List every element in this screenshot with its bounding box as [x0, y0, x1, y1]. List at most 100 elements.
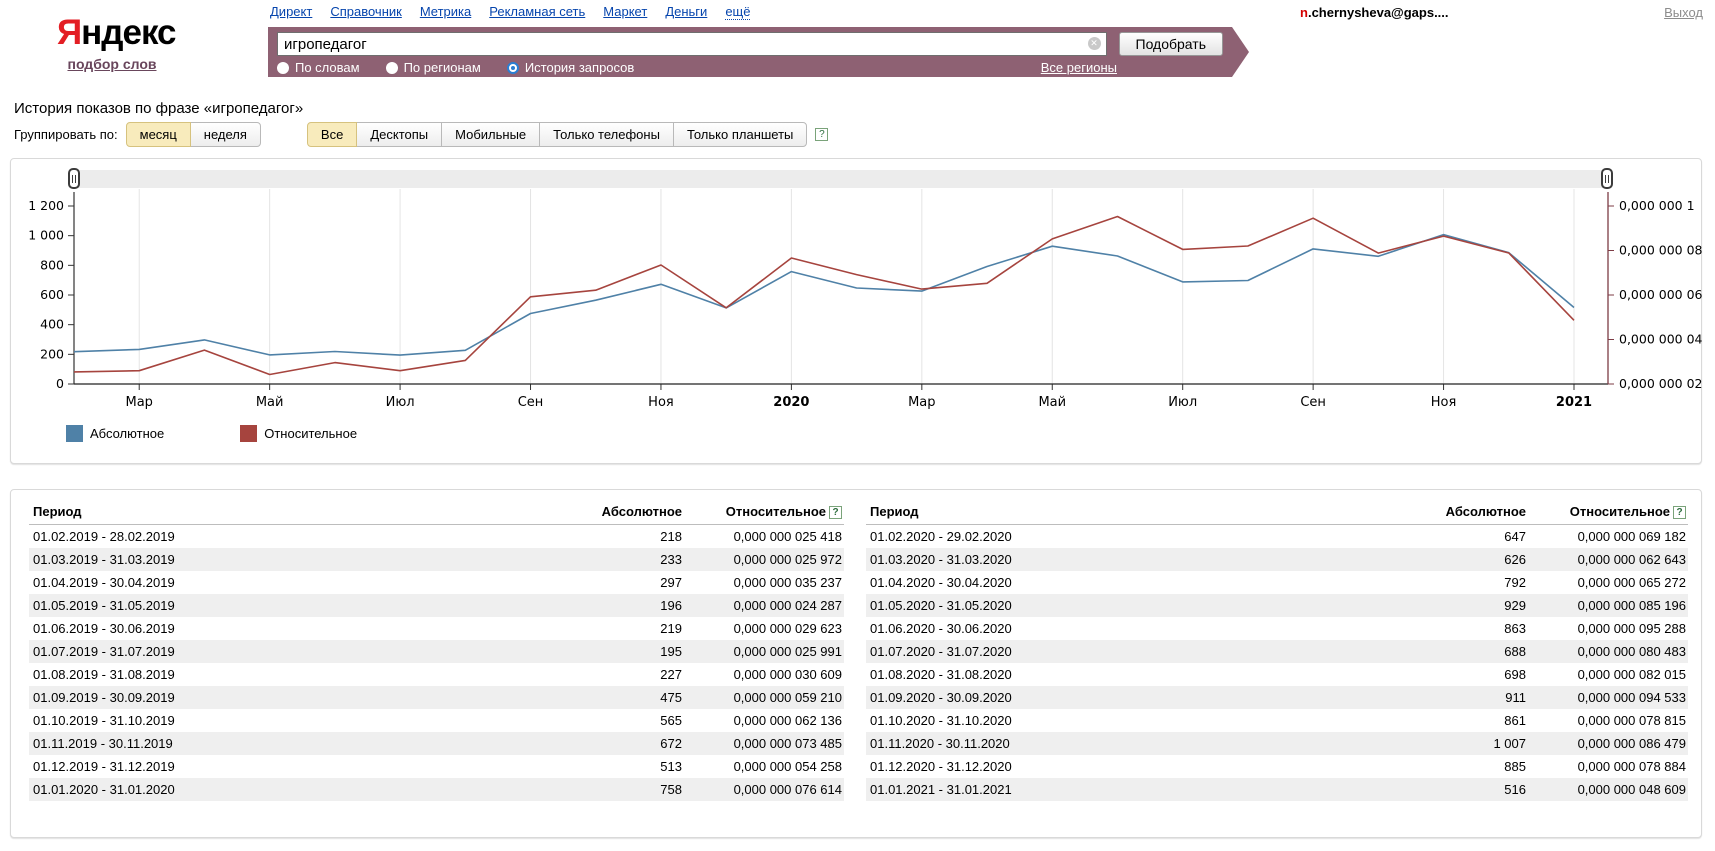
all-regions-link[interactable]: Все регионы	[1040, 60, 1117, 75]
absolute-cell: 219	[660, 621, 682, 636]
period-cell: 01.07.2020 - 31.07.2020	[870, 644, 1012, 659]
group-by-buttons: месяц неделя	[125, 122, 261, 147]
top-nav-link[interactable]: Рекламная сеть	[489, 4, 586, 19]
range-slider-handle-left[interactable]	[68, 168, 80, 189]
search-mode-radio[interactable]: История запросов	[506, 60, 634, 75]
table-header: Относительное?	[1528, 498, 1688, 525]
clear-icon[interactable]: ✕	[1087, 37, 1101, 50]
search-input[interactable]	[277, 32, 1107, 56]
search-banner: ✕ Подобрать По словам По регионам История …	[268, 27, 1249, 77]
table-row: 01.06.2019 - 30.06.2019 219 0,000 000 029 …	[29, 617, 844, 640]
period-cell: 01.05.2019 - 31.05.2019	[33, 598, 175, 613]
legend-swatch	[240, 425, 258, 442]
history-tables-box: Период Абсолютное Относительное? 01.02.2019…	[10, 489, 1702, 838]
table-row: 01.12.2020 - 31.12.2020 885 0,000 000 078 …	[866, 755, 1688, 778]
relative-cell: 0,000 000 054 258	[733, 759, 842, 774]
device-filter-option[interactable]: Только планшеты	[672, 122, 808, 147]
table-row: 01.04.2019 - 30.04.2019 297 0,000 000 035 …	[29, 571, 844, 594]
x-axis-label: Ноя	[1431, 395, 1457, 410]
relative-cell: 0,000 000 078 815	[1577, 713, 1686, 728]
top-nav-link[interactable]: Деньги	[665, 4, 708, 19]
absolute-cell: 885	[1504, 759, 1526, 774]
top-nav-link[interactable]: ещё	[725, 4, 751, 20]
relative-cell: 0,000 000 073 485	[733, 736, 842, 751]
table-row: 01.04.2020 - 30.04.2020 792 0,000 000 065 …	[866, 571, 1688, 594]
top-nav: Директ Справочник Метрика Рекламная сеть Мар…	[270, 4, 751, 20]
table-header: Период	[866, 498, 1418, 525]
device-filter-option[interactable]: Все	[306, 122, 358, 147]
relative-help-icon[interactable]: ?	[829, 506, 842, 519]
group-by-option[interactable]: неделя	[189, 122, 261, 147]
right-axis-tick-label: 0,000 000 06	[1619, 287, 1703, 302]
absolute-cell: 861	[1504, 713, 1526, 728]
table-header: Относительное?	[684, 498, 844, 525]
search-input-wrap: ✕	[277, 32, 1107, 56]
table-header: Абсолютное	[1418, 498, 1528, 525]
relative-cell: 0,000 000 069 182	[1577, 529, 1686, 544]
table-header: Абсолютное	[574, 498, 684, 525]
x-axis-label: 2020	[773, 395, 809, 410]
absolute-cell: 196	[660, 598, 682, 613]
table-row: 01.11.2020 - 30.11.2020 1 007 0,000 000 08…	[866, 732, 1688, 755]
search-row: ✕ Подобрать	[277, 32, 1223, 56]
table-row: 01.08.2019 - 31.08.2019 227 0,000 000 030 …	[29, 663, 844, 686]
top-nav-link[interactable]: Директ	[270, 4, 313, 19]
table-row: 01.03.2020 - 31.03.2020 626 0,000 000 062 …	[866, 548, 1688, 571]
right-axis-tick-label: 0,000 000 08	[1619, 243, 1703, 258]
relative-cell: 0,000 000 078 884	[1577, 759, 1686, 774]
absolute-cell: 195	[660, 644, 682, 659]
x-axis-label: Сен	[1300, 395, 1326, 410]
period-cell: 01.03.2020 - 31.03.2020	[870, 552, 1012, 567]
device-filter-option[interactable]: Мобильные	[441, 122, 541, 147]
yandex-logo-text[interactable]: Яндекс	[57, 14, 177, 52]
relative-cell: 0,000 000 024 287	[733, 598, 842, 613]
grip-icon	[1605, 174, 1609, 183]
absolute-cell: 647	[1504, 529, 1526, 544]
history-table: Период Абсолютное Относительное? 01.02.2019…	[29, 498, 844, 801]
logout-link[interactable]: Выход	[1664, 5, 1703, 20]
user-email: n.chernysheva@gaps....	[1300, 5, 1449, 20]
top-nav-link[interactable]: Справочник	[330, 4, 402, 19]
device-filter-option[interactable]: Только телефоны	[539, 122, 674, 147]
table-row: 01.10.2020 - 31.10.2020 861 0,000 000 078 …	[866, 709, 1688, 732]
absolute-cell: 911	[1505, 690, 1526, 705]
x-axis-label: Июл	[386, 395, 415, 410]
relative-cell: 0,000 000 086 479	[1577, 736, 1686, 751]
email-prefix: n	[1300, 5, 1308, 20]
top-nav-link[interactable]: Метрика	[419, 4, 472, 19]
range-slider-handle-right[interactable]	[1601, 168, 1613, 189]
left-axis-tick-label: 800	[40, 257, 64, 272]
submit-button[interactable]: Подобрать	[1118, 32, 1223, 56]
group-by-option[interactable]: месяц	[125, 122, 191, 147]
relative-cell: 0,000 000 076 614	[733, 782, 842, 797]
search-mode-radio[interactable]: По регионам	[385, 60, 481, 75]
table-row: 01.05.2020 - 31.05.2020 929 0,000 000 085 …	[866, 594, 1688, 617]
device-filter-option[interactable]: Десктопы	[356, 122, 443, 147]
relative-cell: 0,000 000 059 210	[733, 690, 842, 705]
period-cell: 01.12.2019 - 31.12.2019	[33, 759, 175, 774]
top-nav-link[interactable]: Маркет	[603, 4, 648, 19]
period-cell: 01.12.2020 - 31.12.2020	[870, 759, 1012, 774]
period-cell: 01.10.2019 - 31.10.2019	[33, 713, 175, 728]
right-axis-tick-label: 0,000 000 1	[1619, 198, 1695, 213]
relative-cell: 0,000 000 025 418	[733, 529, 842, 544]
relative-help-icon[interactable]: ?	[1673, 506, 1686, 519]
radio-icon	[506, 61, 519, 74]
period-cell: 01.10.2020 - 31.10.2020	[870, 713, 1012, 728]
x-axis-label: Ноя	[648, 395, 674, 410]
period-cell: 01.03.2019 - 31.03.2019	[33, 552, 175, 567]
x-axis-label: 2021	[1556, 395, 1592, 410]
yandex-logo: Яндекс подбор слов	[57, 14, 177, 74]
page-title: История показов по фразе «игропедагог»	[14, 100, 304, 117]
period-cell: 01.08.2019 - 31.08.2019	[33, 667, 175, 682]
search-mode-radio[interactable]: По словам	[277, 60, 360, 75]
search-modes: По словам По регионам История запросов	[277, 60, 634, 75]
range-slider-track[interactable]	[74, 170, 1608, 188]
relative-series-line	[73, 215, 1575, 376]
device-help-icon[interactable]: ?	[815, 128, 829, 141]
relative-cell: 0,000 000 062 643	[1577, 552, 1686, 567]
left-axis-tick-label: 1 200	[28, 198, 64, 213]
table-header: Период	[29, 498, 574, 525]
wordstat-home-link[interactable]: подбор слов	[67, 56, 157, 72]
absolute-cell: 516	[1504, 782, 1526, 797]
